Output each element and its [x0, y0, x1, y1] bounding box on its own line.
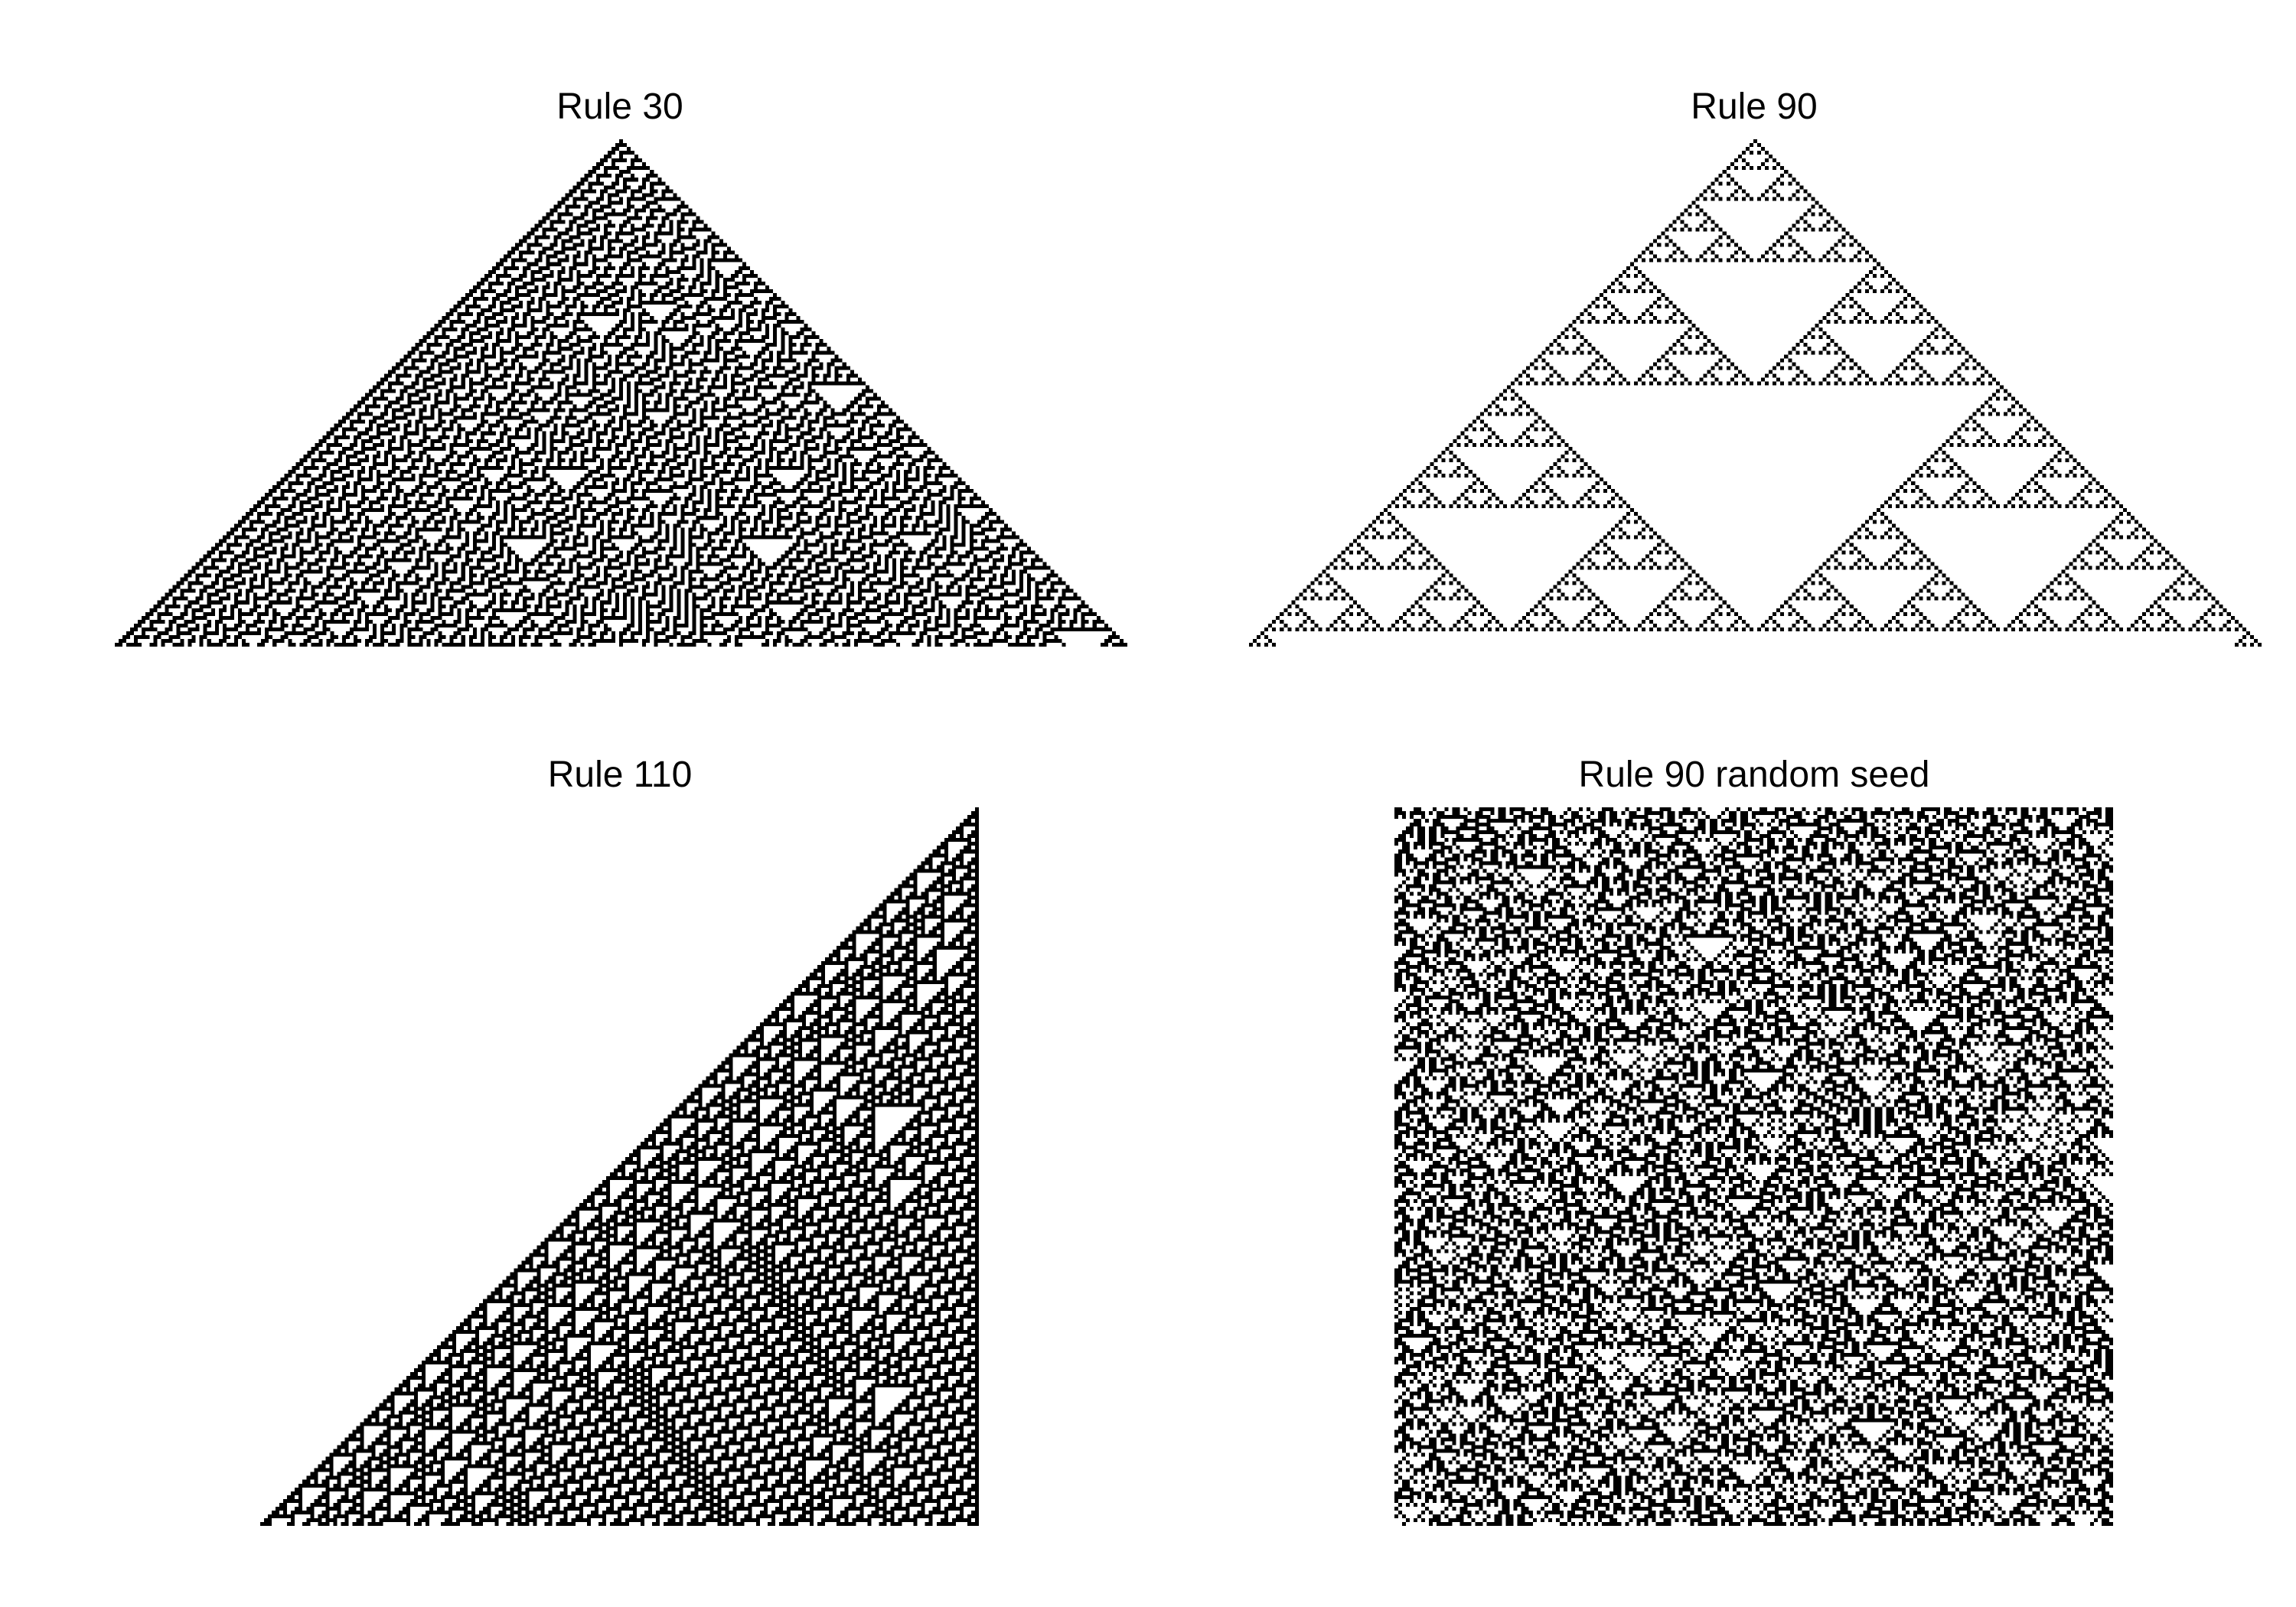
- panel-title-rule-110: Rule 110: [547, 755, 693, 795]
- panel-title-rule-30: Rule 30: [556, 86, 683, 127]
- ca-grid-rule-90: [1249, 139, 2262, 647]
- ca-grid-rule-110: [260, 807, 979, 1526]
- ca-grid-rule-30: [115, 139, 1127, 647]
- panel-title-rule-90-random-seed: Rule 90 random seed: [1578, 755, 1930, 795]
- ca-grid-rule-90-random-seed: [1394, 807, 2113, 1526]
- panel-title-rule-90: Rule 90: [1691, 86, 1818, 127]
